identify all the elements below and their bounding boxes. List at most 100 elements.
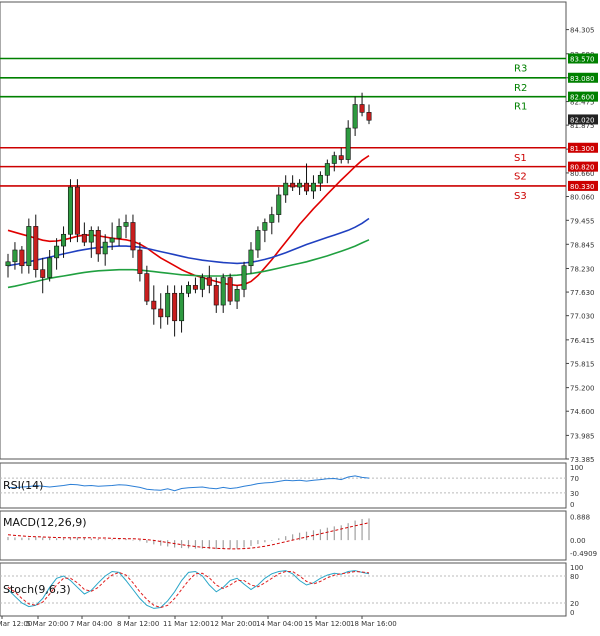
candle-down: [144, 273, 150, 302]
time-axis: 4 Mar 12:005 Mar 20:007 Mar 04:00 8 Mar 1…: [0, 616, 397, 628]
macd-histogram-bar: [42, 537, 44, 541]
pivot-level-name: S1: [514, 153, 527, 164]
macd-panel: 0.888 0.00 -0.4909 MACD(12,26,9): [0, 510, 597, 561]
candle-up: [269, 214, 275, 223]
price-tick-label: 80.660: [570, 170, 595, 178]
macd-histogram-bar: [229, 540, 231, 549]
candle-up: [234, 289, 240, 302]
macd-histogram-bar: [49, 538, 51, 541]
price-tick-label: 77.630: [570, 289, 595, 297]
macd-histogram-bar: [257, 540, 259, 545]
macd-title: MACD(12,26,9): [3, 516, 87, 529]
macd-histogram-bar: [222, 540, 224, 549]
stoch-title: Stoch(9,6,3): [3, 583, 71, 596]
macd-signal-line: [7, 522, 370, 550]
candle-up: [310, 182, 316, 192]
rsi-frame: [0, 462, 567, 509]
stoch-tick-label: 20: [570, 600, 579, 608]
macd-histogram-bar: [201, 540, 203, 549]
macd-histogram-bar: [14, 537, 16, 541]
macd-histogram-bar: [292, 534, 294, 541]
macd-histogram-bar: [271, 540, 273, 541]
candle-up: [179, 292, 185, 322]
price-tick-label: 84.305: [570, 27, 595, 35]
macd-histogram-bar: [69, 537, 72, 541]
macd-histogram-bar: [243, 540, 245, 548]
candle-down: [206, 277, 212, 286]
price-tick-label: 75.815: [570, 360, 595, 368]
stoch-d-line: [7, 570, 370, 609]
price-tick-label: 82.475: [570, 99, 595, 107]
price-tick-label: 81.875: [570, 122, 595, 130]
price-tick-label: 75.200: [570, 385, 595, 393]
macd-frame: [0, 510, 567, 561]
pivot-level-tag-label: 81.300: [570, 145, 595, 153]
macd-histogram-bar: [215, 540, 217, 550]
rsi-title: RSI(14): [3, 479, 43, 492]
macd-histogram-bar: [264, 540, 266, 543]
candle-up: [276, 194, 282, 215]
macd-histogram-bar: [208, 540, 210, 549]
macd-histogram-bar: [278, 538, 280, 541]
pivot-level-tag-label: 80.330: [570, 183, 595, 191]
pivot-level-tag-label: 83.080: [570, 75, 595, 83]
candle-up: [67, 186, 73, 235]
macd-histogram-bar: [28, 537, 30, 541]
macd-histogram-bar: [305, 531, 308, 541]
macd-histogram-bar: [76, 537, 79, 541]
pivot-level-name: R3: [514, 63, 527, 74]
time-tick-label: 8 Mar 12:00: [117, 620, 159, 628]
macd-histogram-bar: [97, 539, 99, 541]
pivot-level-name: R2: [514, 83, 527, 94]
candle-up: [324, 163, 330, 176]
time-tick-label: 4 Mar 12:00: [0, 620, 32, 628]
candle-up: [12, 249, 18, 263]
candle-down: [19, 249, 25, 267]
stoch-tick-label: 80: [570, 573, 579, 581]
candle-up: [331, 155, 337, 164]
pivot-level-tag-label: 82.600: [570, 94, 595, 102]
macd-histogram-bar: [298, 532, 301, 541]
candle-up: [297, 182, 303, 188]
candle-up: [186, 285, 192, 294]
pivot-level-name: S2: [514, 172, 527, 183]
current-price-label: 82.020: [570, 116, 595, 124]
time-tick-label: 18 Mar 16:00: [350, 620, 397, 628]
candle-up: [5, 261, 11, 267]
time-tick-label: 5 Mar 20:00: [26, 620, 68, 628]
candle-down: [213, 285, 219, 306]
price-tick-label: 79.455: [570, 217, 595, 225]
candle-up: [116, 226, 122, 239]
pivot-level-tag: [568, 180, 598, 191]
rsi-panel: 100 70 30 0 RSI(14): [0, 462, 583, 509]
macd-histogram-bar: [104, 539, 106, 541]
macd-histogram-bar: [194, 540, 197, 549]
price-tick-label: 78.230: [570, 265, 595, 273]
macd-tick-label: 0.00: [570, 537, 586, 545]
candle-down: [40, 269, 46, 278]
macd-histogram-bar: [167, 540, 169, 547]
macd-histogram-bar: [340, 525, 342, 541]
macd-histogram-bar: [236, 540, 238, 549]
macd-histogram-bar: [132, 539, 134, 541]
pivot-level-tag-label: 80.820: [570, 164, 595, 172]
candle-down: [137, 249, 143, 274]
candle-down: [290, 182, 296, 188]
macd-histogram-bar: [326, 527, 328, 541]
rsi-tick-label: 70: [570, 475, 579, 483]
macd-histogram-bar: [285, 536, 287, 541]
candle-up: [283, 182, 289, 196]
macd-histogram-bar: [347, 523, 349, 541]
macd-histogram-bar: [62, 538, 65, 541]
rsi-tick-label: 0: [570, 501, 574, 509]
macd-histogram-bar: [111, 539, 113, 541]
candle-down: [172, 292, 178, 322]
price-panel: 84.30583.69083.08082.47581.87581.26580.6…: [0, 1, 598, 464]
candle-down: [227, 277, 233, 302]
macd-histogram-bar: [153, 540, 155, 545]
time-tick-label: 12 Mar 20:00: [210, 620, 257, 628]
moving-average-line-0: [7, 154, 370, 287]
price-frame: [0, 1, 567, 460]
current-price-tag: [568, 114, 598, 125]
